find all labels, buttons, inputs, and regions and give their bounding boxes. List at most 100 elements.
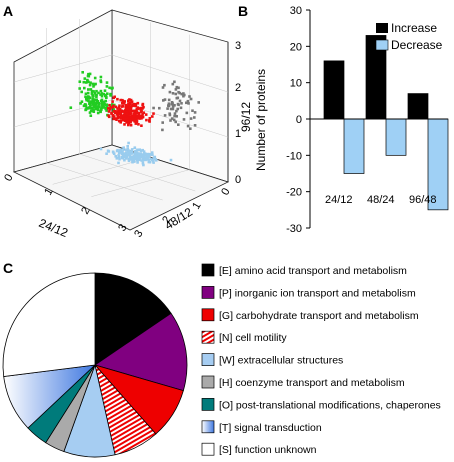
scatter-point [121, 118, 125, 122]
scatter-point [119, 112, 123, 115]
pie-legend: [E] amino acid transport and metabolism [… [201, 263, 441, 456]
scatter-point [103, 89, 107, 92]
scatter-point [179, 106, 183, 110]
scatter-point [167, 102, 171, 105]
scatter-point [171, 107, 175, 111]
scatter-point [182, 118, 186, 121]
scatter-point [105, 109, 108, 112]
scatter-point [152, 112, 155, 115]
scatter-point [134, 149, 138, 153]
scatter-point [96, 111, 100, 115]
pie-legend-label: [E] amino acid transport and metabolism [219, 265, 407, 277]
scatter-point [150, 151, 154, 154]
scatter-point [187, 102, 190, 105]
pie-legend-swatch [201, 330, 215, 344]
scatter-point [161, 121, 164, 124]
scatter-point [176, 102, 180, 106]
scatter-point [123, 158, 126, 162]
scatter-point [80, 100, 84, 103]
scatter-point [169, 107, 173, 111]
scatter-point [118, 104, 121, 107]
scatter-point [112, 117, 115, 121]
scatter-point [133, 146, 137, 149]
scatter-point [177, 123, 180, 126]
scatter-point [111, 150, 115, 154]
scatter-point [125, 110, 128, 114]
scatter-point [141, 103, 144, 107]
scatter-point [120, 152, 124, 156]
scatter-3d-panel: 0 1 2 3 96/12 0 1 2 3 24/12 0 1 2 3 48/1… [2, 9, 253, 240]
bar-y-tick-label: -20 [286, 187, 302, 199]
pie-legend-label: [N] cell motility [219, 332, 287, 344]
scatter-point [142, 155, 146, 158]
scatter-point [162, 99, 165, 102]
scatter-point [86, 78, 89, 82]
scatter-point [87, 99, 90, 103]
scatter-point [178, 99, 182, 103]
scatter-point [153, 158, 156, 161]
scatter-point [84, 104, 88, 108]
scatter-point [131, 160, 134, 164]
scatter-point [86, 74, 90, 78]
x-tick-1: 1 [42, 186, 55, 197]
pie-legend-label: [O] post-translational modifications, ch… [219, 399, 441, 411]
grid-line [111, 54, 229, 93]
scatter-point [137, 123, 140, 126]
z-tick-0: 0 [235, 174, 241, 186]
scatter-point [123, 113, 126, 117]
scatter-point [130, 151, 134, 155]
scatter-point [112, 152, 116, 155]
bar-category-labels: 24/12 48/24 96/48 [325, 194, 437, 206]
scatter-point [102, 106, 106, 109]
scatter-point [92, 85, 95, 88]
pie-legend-swatch [201, 308, 215, 322]
scatter-point [114, 155, 117, 158]
scatter-point [100, 106, 104, 109]
y-tick-2: 2 [160, 214, 173, 225]
scatter-point [175, 115, 178, 118]
scatter-point [178, 91, 181, 95]
x-tick-0: 0 [2, 172, 15, 183]
scatter-point [89, 81, 92, 84]
scatter-point [115, 112, 119, 116]
scatter-point [128, 108, 132, 111]
scatter-point [151, 153, 154, 157]
scatter-point [80, 90, 83, 94]
pie-legend-label: [W] extracellular structures [219, 355, 343, 367]
panel-letter-a: A [3, 3, 13, 19]
scatter-point [110, 111, 113, 115]
scatter-point [193, 111, 197, 114]
scatter-point [140, 159, 143, 162]
scatter-point [135, 120, 138, 123]
scatter-point [140, 124, 143, 127]
scatter-point [132, 118, 136, 122]
bar-y-ticks: -30 -20 -10 0 10 20 30 [286, 5, 310, 235]
scatter-point [116, 114, 120, 118]
scatter-point [111, 86, 114, 90]
scatter-point [105, 81, 109, 84]
scatter-point [82, 104, 86, 107]
scatter-point [88, 72, 92, 76]
scatter-point [130, 104, 134, 108]
scatter-point [121, 115, 124, 119]
scatter-point [111, 114, 115, 117]
scatter-point [186, 99, 190, 103]
scatter-point [99, 147, 103, 151]
bar-increase [407, 93, 429, 120]
scatter-point [176, 96, 180, 100]
bar-y-tick-label: 0 [296, 114, 302, 126]
scatter-point [180, 102, 183, 105]
scatter-point [120, 114, 124, 118]
scatter-point [120, 150, 123, 154]
scatter-point [193, 124, 197, 127]
scatter-point [126, 145, 129, 148]
bar-decrease [343, 118, 365, 174]
scatter-point [116, 107, 119, 110]
scatter-point [129, 102, 132, 106]
scatter-point [134, 122, 138, 125]
scatter-point [122, 117, 126, 121]
scatter-point [197, 101, 200, 104]
scatter-point [127, 117, 130, 120]
scatter-point [128, 98, 131, 101]
scatter-point [171, 102, 174, 105]
